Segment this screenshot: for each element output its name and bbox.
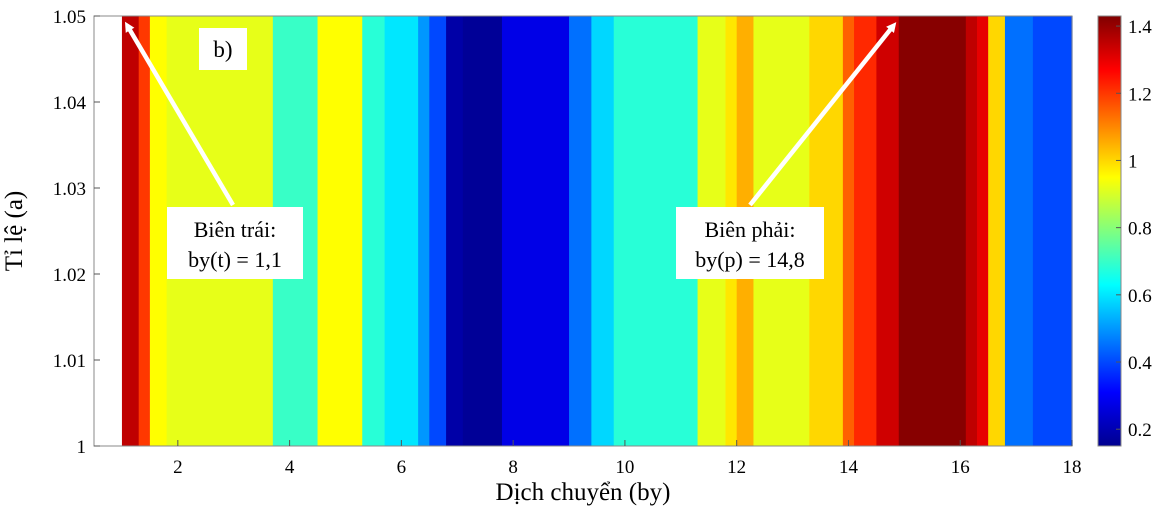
annotation-right: Biên phải: by(p) = 14,8 (676, 207, 824, 279)
y-tick-label: 1.02 (53, 265, 86, 286)
heatmap-band (1004, 16, 1034, 446)
colorbar: 0.2 0.4 0.6 0.8 1 1.2 1.4 (1097, 15, 1152, 447)
colorbar-tick-label: 0.8 (1128, 219, 1152, 240)
x-tick-label: 10 (615, 457, 634, 478)
panel-label: b) (213, 37, 232, 62)
colorbar-ticks: 0.2 0.4 0.6 0.8 1 1.2 1.4 (1116, 17, 1152, 441)
annotation-arrow-left (124, 21, 235, 207)
annotation-right-line1: Biên phải: (704, 217, 795, 242)
heatmap-band (94, 16, 123, 446)
heatmap-band (462, 16, 503, 446)
x-tick-label: 8 (508, 457, 518, 478)
annotation-left-line2: by(t) = 1,1 (188, 247, 282, 272)
heatmap-band (457, 16, 464, 446)
heatmap-band (842, 16, 855, 446)
heatmap-band (876, 16, 900, 446)
colorbar-tick-label: 1 (1128, 151, 1138, 172)
heatmap-band (501, 16, 570, 446)
annotation-left-line1: Biên trái: (194, 217, 276, 242)
colorbar-tick-label: 1.2 (1128, 84, 1152, 105)
heatmap-band (965, 16, 978, 446)
x-tick-label: 14 (839, 457, 859, 478)
y-tick-label: 1.03 (53, 179, 86, 200)
heatmap-band (854, 16, 877, 446)
heatmap-band (1032, 16, 1073, 446)
heatmap-band (569, 16, 592, 446)
heatmap-band (362, 16, 386, 446)
colorbar-tick-label: 0.2 (1128, 420, 1152, 441)
heatmap-band (418, 16, 430, 446)
heatmap-band (384, 16, 419, 446)
y-ticks: 1 1.01 1.02 1.03 1.04 1.05 (53, 7, 100, 458)
heatmap-band (149, 16, 168, 446)
y-tick-label: 1.01 (53, 351, 86, 372)
annotation-left: Biên trái: by(t) = 1,1 (167, 207, 303, 279)
panel-label-box: b) (199, 28, 247, 70)
x-tick-label: 6 (397, 457, 407, 478)
x-axis-label: Dịch chuyển (by) (496, 479, 671, 506)
x-tick-label: 18 (1063, 457, 1082, 478)
y-tick-label: 1.05 (53, 7, 86, 28)
x-tick-label: 16 (951, 457, 970, 478)
y-axis-label: Tỉ lệ (a) (1, 191, 28, 272)
heatmap-band (121, 16, 140, 446)
x-ticks: 2 4 6 8 10 12 14 16 18 (173, 440, 1082, 478)
colorbar-gradient (1097, 15, 1122, 447)
annotation-arrow-right (748, 22, 897, 207)
annotations: Biên trái: by(t) = 1,1 Biên phải: by(p) … (124, 21, 897, 279)
heatmap-band (446, 16, 458, 446)
heatmap-band (898, 16, 967, 446)
annotation-right-line2: by(p) = 14,8 (695, 247, 805, 272)
plot-frame (93, 15, 1073, 447)
x-tick-label: 4 (285, 457, 295, 478)
colorbar-tick-label: 0.4 (1128, 353, 1152, 374)
heatmap-band (976, 16, 989, 446)
heatmap-band (138, 16, 151, 446)
x-tick-label: 2 (173, 457, 183, 478)
y-tick-label: 1.04 (53, 93, 87, 114)
heatmap-band (591, 16, 615, 446)
colorbar-tick-label: 0.6 (1128, 286, 1152, 307)
y-tick-label: 1 (77, 437, 87, 458)
heatmap-band (317, 16, 363, 446)
heatmap-band (429, 16, 447, 446)
heatmap-band (988, 16, 1006, 446)
colorbar-tick-label: 1.4 (1128, 17, 1152, 38)
x-tick-label: 12 (727, 457, 746, 478)
